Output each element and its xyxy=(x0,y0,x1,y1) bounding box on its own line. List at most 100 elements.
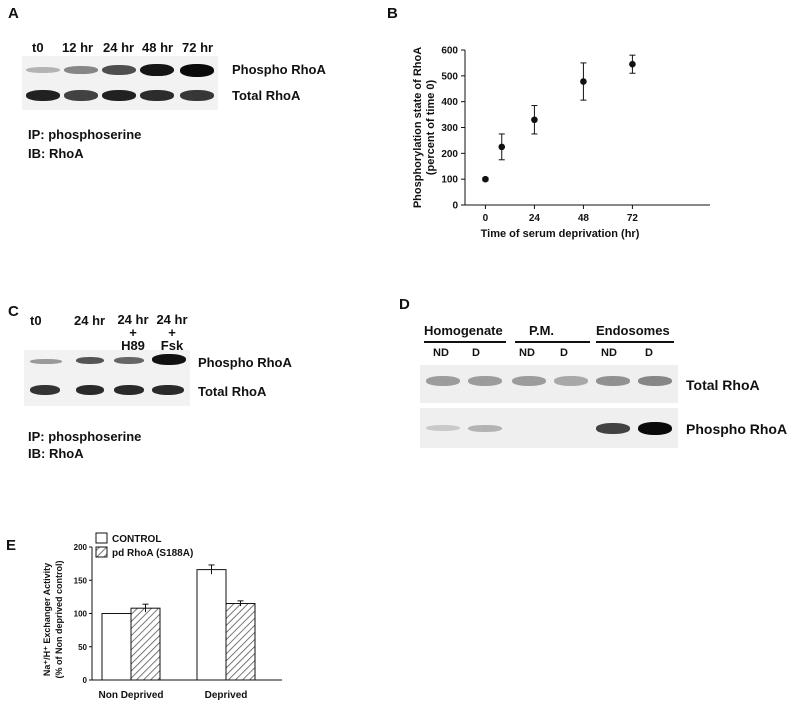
panel-c-lane-fsk-time: 24 hr xyxy=(156,312,188,327)
panel-a-letter: A xyxy=(8,5,19,22)
panel-b-letter: B xyxy=(387,5,398,22)
panel-d-pm-bar xyxy=(515,341,590,343)
panel-c-lane-fsk-plus: + xyxy=(168,325,176,340)
panel-c-lane-h89-plus: + xyxy=(129,325,137,340)
panel-d-phospho-label: Phospho RhoA xyxy=(686,421,788,437)
panel-d-group-pm: P.M. xyxy=(529,323,555,338)
panel-c-ib-label: IB: RhoA xyxy=(28,446,84,461)
panel-e-y-tick-label: 200 xyxy=(74,543,88,552)
panel-e-y-tick-label: 100 xyxy=(74,610,88,619)
panel-e-category-label: Deprived xyxy=(205,690,248,701)
panel-b-y-tick-label: 300 xyxy=(441,123,458,134)
panel-b-x-tick-label: 0 xyxy=(483,213,489,224)
panel-a-phospho-band xyxy=(64,65,98,75)
panel-b-chart: 0 100 200 300 400 500 600 0 24 48 72 Time of serum … xyxy=(412,46,710,240)
panel-a-total-band xyxy=(180,90,214,101)
panel-a-phospho-band xyxy=(26,66,60,74)
panel-c-lane-24hr: 24 hr xyxy=(74,313,106,328)
panel-d-endosomes-bar xyxy=(596,341,674,343)
panel-e-bar xyxy=(101,613,132,681)
panel-c-letter: C xyxy=(8,303,19,320)
panel-d-group-homogenate: Homogenate xyxy=(424,323,503,338)
panel-d-lane-label: D xyxy=(472,347,480,359)
panel-c-lane-h89-drug: H89 xyxy=(121,338,145,353)
panel-d-lane-label: ND xyxy=(433,347,449,359)
panel-c-phospho-label: Phospho RhoA xyxy=(198,355,292,370)
panel-d-phospho-blot xyxy=(420,408,678,448)
panel-e-y-axis-label: Na⁺/H⁺ Exchanger Activity xyxy=(42,563,52,676)
panel-b-y-axis-label: Phosphorylation state of RhoA xyxy=(412,47,424,208)
panel-b-y-tick-label: 0 xyxy=(452,201,458,212)
panel-a-total-band xyxy=(26,90,60,101)
panel-c-lane-fsk: 24 hr + Fsk xyxy=(152,313,192,352)
panel-a-phospho-label: Phospho RhoA xyxy=(232,62,326,77)
panel-a-total-band xyxy=(102,90,136,101)
panel-a-ib-label: IB: RhoA xyxy=(28,146,84,161)
panel-d-homogenate-bar xyxy=(424,341,506,343)
panel-a-phospho-band xyxy=(180,63,214,77)
panel-c-total-label: Total RhoA xyxy=(198,384,267,399)
panel-a-total-band xyxy=(140,90,174,101)
panel-d-phospho-band xyxy=(468,424,502,432)
panel-e-y-axis-label-units: (% of Non deprived control) xyxy=(54,560,64,678)
panel-d-total-blot xyxy=(420,365,678,403)
panel-b-x-tick-label: 72 xyxy=(627,213,639,224)
panel-d-phospho-band xyxy=(426,424,460,432)
panel-e-legend-label: pd RhoA (S188A) xyxy=(112,548,193,559)
panel-a-total-label: Total RhoA xyxy=(232,88,301,103)
panel-c-band-total-4 xyxy=(152,385,184,395)
panel-a-ip-label: IP: phosphoserine xyxy=(28,127,142,142)
panel-e-legend-swatch xyxy=(95,546,108,558)
panel-d-letter: D xyxy=(399,296,410,313)
panel-c-band-phospho-4 xyxy=(152,354,186,365)
panel-c-lane-fsk-drug: Fsk xyxy=(160,338,184,353)
panel-a-lane-label: 72 hr xyxy=(182,40,214,55)
panel-b-y-tick-label: 200 xyxy=(441,149,458,160)
panel-b-y-tick-label: 100 xyxy=(441,175,458,186)
panel-d-total-label: Total RhoA xyxy=(686,377,760,393)
panel-a-lane-label: t0 xyxy=(32,40,44,55)
panel-d-total-band xyxy=(596,376,630,386)
panel-d-total-band xyxy=(512,376,546,386)
panel-c-lane-h89: 24 hr + H89 xyxy=(113,313,153,352)
panel-a-phospho-band xyxy=(140,63,174,77)
panel-d-total-band xyxy=(554,376,588,386)
panel-d-total-band xyxy=(426,376,460,386)
panel-e-letter: E xyxy=(6,537,17,554)
panel-b-y-tick-label: 500 xyxy=(441,71,458,82)
panel-d-lane-label: ND xyxy=(519,347,535,359)
panel-d-phospho-band xyxy=(638,421,672,435)
panel-d-total-band xyxy=(638,376,672,386)
panel-d-group-endosomes: Endosomes xyxy=(596,323,670,338)
panel-c-lane-t0: t0 xyxy=(30,313,42,328)
panel-c-band-phospho-3 xyxy=(114,357,144,364)
panel-b-data-point xyxy=(580,78,587,85)
panel-e-y-tick-label: 50 xyxy=(78,643,87,652)
panel-d-lane-label: D xyxy=(560,347,568,359)
panel-a-phospho-band xyxy=(102,64,136,76)
panel-c-ip-label: IP: phosphoserine xyxy=(28,429,142,444)
panel-e-chart: 0 50 100 150 200 Non Deprived Deprived CONTROL p… xyxy=(42,532,282,701)
panel-a-lane-label: 48 hr xyxy=(142,40,174,55)
panel-e-category-label: Non Deprived xyxy=(98,690,163,701)
panel-b-x-axis-label: Time of serum deprivation (hr) xyxy=(481,228,640,240)
panel-a-total-band xyxy=(64,90,98,101)
panel-e-y-tick-label: 0 xyxy=(83,676,88,685)
panel-d-total-band xyxy=(468,376,502,386)
panel-b-x-tick-label: 24 xyxy=(529,213,541,224)
panel-c-band-phospho-1 xyxy=(30,359,62,364)
panel-b-y-axis-label-units: (percent of time 0) xyxy=(425,79,437,175)
panel-b-y-tick-label: 600 xyxy=(441,46,458,57)
panel-a-blot xyxy=(22,56,218,110)
panel-e-y-tick-label: 150 xyxy=(74,576,88,585)
panel-c-band-total-3 xyxy=(114,385,144,395)
panel-e-bar xyxy=(196,569,227,681)
panel-c-band-phospho-2 xyxy=(76,357,104,364)
panel-e-legend-label: CONTROL xyxy=(112,534,161,545)
panel-b-data-point xyxy=(531,116,538,124)
panel-d-phospho-band xyxy=(596,422,630,434)
panel-b-data-point xyxy=(629,60,636,68)
panel-d-lane-label: ND xyxy=(601,347,617,359)
panel-b-x-tick-label: 48 xyxy=(578,213,590,224)
panel-d-lane-label: D xyxy=(645,347,653,359)
